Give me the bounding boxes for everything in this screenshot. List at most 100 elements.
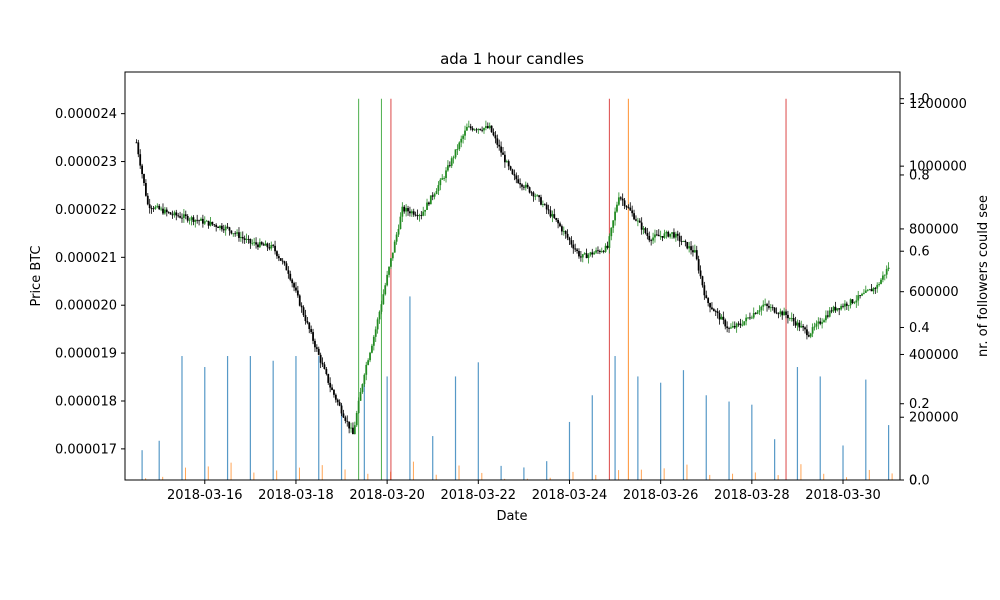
y-right-tick-label: 1200000: [909, 97, 967, 112]
candle-body: [673, 232, 675, 238]
candle-body: [333, 389, 335, 395]
candle-body: [747, 317, 749, 319]
candle-body: [321, 362, 324, 365]
candle-body: [578, 251, 580, 257]
followers-alt-bar: [549, 477, 551, 480]
followers-bar: [181, 356, 183, 480]
y-right-fraction-tick-label: 1.0: [909, 92, 930, 107]
candle-body: [519, 183, 521, 185]
candle-body: [716, 311, 719, 314]
y-right-fraction-tick-label: 0.2: [909, 397, 930, 412]
candle-body: [163, 209, 166, 214]
candle-body: [832, 306, 835, 312]
candle-body: [439, 179, 442, 186]
followers-bar: [865, 379, 867, 480]
candle-body: [568, 237, 571, 241]
candle-body: [788, 318, 791, 319]
candle-body: [652, 237, 654, 241]
followers-alt-bar: [595, 474, 597, 480]
candle-body: [386, 274, 389, 286]
candle-body: [572, 244, 575, 249]
followers-bar: [141, 450, 143, 480]
x-tick-label: 2018-03-22: [441, 488, 517, 503]
followers-bar: [477, 362, 479, 480]
candle-body: [621, 198, 624, 201]
candle-body: [714, 311, 717, 312]
candle-body: [589, 252, 592, 255]
candle-body: [182, 214, 185, 218]
candle-body: [830, 310, 833, 312]
candle-body: [388, 266, 390, 275]
candle-body: [583, 253, 586, 255]
candle-body: [804, 327, 806, 330]
candle-body: [369, 352, 371, 361]
candle-body: [872, 287, 875, 292]
candle-body: [591, 252, 594, 255]
candle-body: [524, 184, 527, 188]
candle-body: [642, 228, 645, 230]
followers-alt-bar: [663, 468, 665, 480]
candle-body: [403, 206, 406, 212]
candle-body: [276, 251, 278, 257]
candle-body: [703, 285, 706, 296]
candle-body: [853, 302, 856, 304]
candle-body: [452, 157, 455, 159]
candle-body: [815, 323, 818, 327]
candle-body: [547, 209, 550, 211]
candle-body: [355, 413, 358, 426]
candle-body: [787, 314, 789, 319]
y-right-tick-label: 800000: [909, 222, 959, 237]
candle-body: [855, 300, 858, 303]
candle-body: [353, 425, 356, 435]
candle-body: [733, 325, 736, 328]
candle-body: [190, 217, 193, 220]
candle-body: [473, 129, 476, 131]
candle-body: [298, 295, 301, 306]
followers-alt-bar: [367, 473, 369, 480]
candle-body: [135, 142, 138, 144]
candle-body: [504, 154, 506, 163]
candle-body: [382, 294, 385, 305]
candle-body: [863, 292, 865, 294]
candle-body: [705, 295, 708, 299]
candle-body: [304, 315, 307, 322]
candle-body: [623, 200, 626, 206]
candle-body: [785, 311, 787, 315]
candle-body: [154, 206, 157, 209]
candle-body: [448, 165, 451, 167]
followers-alt-bar: [344, 469, 346, 480]
followers-alt-bar: [732, 473, 734, 480]
followers-bar: [272, 360, 274, 480]
candle-body: [722, 316, 725, 320]
candle-body: [811, 327, 814, 334]
followers-bar: [819, 376, 821, 480]
candle-body: [239, 236, 242, 238]
candle-body: [771, 307, 774, 309]
candle-body: [629, 207, 632, 211]
followers-alt-bar: [481, 472, 483, 480]
followers-bar: [454, 376, 457, 480]
candle-body: [880, 279, 882, 284]
followers-bar: [660, 382, 662, 480]
candle-body: [690, 246, 692, 251]
candle-body: [545, 204, 548, 210]
candle-body: [857, 295, 860, 301]
candle-body: [283, 261, 286, 264]
candle-body: [200, 218, 202, 221]
candle-body: [222, 229, 225, 231]
candle-body: [314, 340, 316, 348]
candle-body: [720, 316, 723, 320]
candle-body: [781, 311, 784, 316]
candle-body: [490, 125, 493, 133]
candle-body: [471, 128, 474, 131]
followers-bar: [682, 370, 685, 480]
candle-body: [220, 225, 223, 230]
candle-body: [517, 179, 520, 184]
followers-bar: [546, 461, 548, 480]
candle-body: [384, 285, 387, 295]
candle-body: [196, 219, 199, 221]
followers-bar: [842, 445, 844, 480]
candle-body: [477, 128, 480, 130]
candle-body: [232, 233, 235, 235]
candle-body: [296, 290, 299, 296]
